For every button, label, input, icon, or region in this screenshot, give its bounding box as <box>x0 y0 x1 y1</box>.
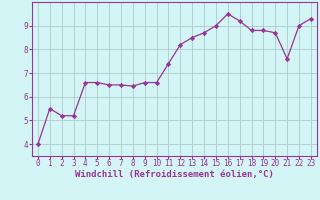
X-axis label: Windchill (Refroidissement éolien,°C): Windchill (Refroidissement éolien,°C) <box>75 170 274 179</box>
